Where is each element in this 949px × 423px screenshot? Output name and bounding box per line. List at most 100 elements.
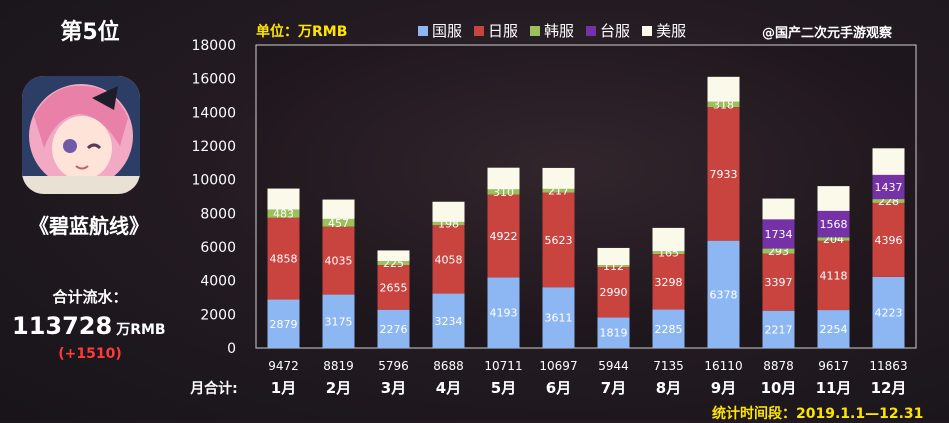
bar-segment-jp — [432, 225, 465, 294]
bar-segment-jp — [322, 226, 355, 295]
data-label-tw: 1568 — [820, 218, 848, 231]
monthly-total-value: 9472 — [268, 359, 299, 373]
bar-segment-us — [707, 76, 740, 102]
bar-segment-us — [872, 148, 905, 175]
legend-item-jp: 日服 — [474, 20, 518, 41]
data-label-jp: 2990 — [600, 286, 628, 299]
game-title: 《碧蓝航线》 — [29, 214, 149, 238]
bar-segment-us — [817, 186, 850, 211]
bar-segment-us — [322, 199, 355, 219]
x-tick-label: 3月 — [381, 379, 406, 397]
legend-swatch-tw — [586, 25, 597, 36]
data-label-kr: 457 — [328, 217, 349, 230]
data-label-cn: 1819 — [600, 327, 628, 340]
bar-segment-jp — [652, 254, 685, 310]
bar-segment-cn — [817, 310, 850, 348]
total-revenue-label: 合计流水： — [52, 288, 128, 306]
data-label-jp: 4396 — [875, 234, 903, 247]
legend-item-cn: 国服 — [418, 20, 462, 41]
bar-segment-cn — [652, 309, 685, 348]
data-label-jp: 4035 — [325, 255, 353, 268]
bar-segment-jp — [762, 253, 795, 311]
bar-segment-kr — [817, 237, 850, 241]
legend-swatch-us — [642, 25, 653, 36]
bar-segment-cn — [762, 310, 795, 348]
total-revenue: 113728 万RMB — [12, 312, 182, 340]
data-label-cn: 2285 — [655, 323, 683, 336]
y-tick-label: 8000 — [200, 206, 236, 222]
monthly-total-label: 月合计: — [189, 380, 238, 397]
bar-segment-us — [652, 227, 685, 252]
data-label-cn: 3611 — [545, 312, 573, 325]
bar-segment-cn — [707, 240, 740, 348]
data-label-jp: 3298 — [655, 276, 683, 289]
bar-segment-us — [267, 188, 300, 210]
unit-note: 单位：万RMB — [256, 24, 348, 40]
data-label-jp: 7933 — [710, 168, 738, 181]
legend-label-tw: 台服 — [600, 22, 631, 40]
x-tick-label: 1月 — [271, 379, 296, 397]
monthly-total-value: 10697 — [539, 359, 577, 373]
legend-swatch-cn — [418, 25, 428, 36]
bar-segment-kr — [707, 101, 740, 108]
data-label-jp: 4858 — [270, 253, 298, 266]
data-label-jp: 3397 — [765, 276, 793, 289]
y-tick-label: 0 — [227, 341, 236, 357]
bar-segment-kr — [267, 209, 300, 218]
monthly-total-value: 8819 — [323, 359, 354, 373]
x-tick-label: 10月 — [761, 379, 797, 397]
data-label-cn: 6378 — [710, 288, 738, 301]
data-label-cn: 3175 — [325, 315, 353, 328]
plot-frame — [255, 44, 917, 349]
x-tick-label: 12月 — [871, 379, 907, 397]
bar-segment-kr — [872, 199, 905, 203]
bar-segment-cn — [487, 277, 520, 348]
bar-segment-us — [542, 167, 575, 189]
bar-segment-tw — [817, 210, 850, 238]
x-tick-label: 9月 — [711, 379, 736, 397]
legend-label-kr: 韩服 — [544, 22, 575, 40]
y-tick-label: 4000 — [200, 274, 236, 290]
y-tick-label: 10000 — [191, 173, 236, 189]
data-label-cn: 4223 — [875, 306, 903, 319]
data-label-kr: 483 — [273, 208, 294, 221]
monthly-total-value: 5796 — [378, 359, 409, 373]
bar-segment-cn — [322, 294, 355, 348]
data-label-jp: 5623 — [545, 234, 573, 247]
bar-segment-kr — [762, 248, 795, 254]
data-label-jp: 4058 — [435, 253, 463, 266]
bar-segment-us — [432, 201, 465, 222]
bar-segment-cn — [872, 276, 905, 348]
data-label-cn: 2217 — [765, 323, 793, 336]
legend-item-kr: 韩服 — [530, 20, 574, 41]
y-tick-label: 16000 — [191, 72, 236, 88]
total-revenue-unit: 万RMB — [116, 322, 166, 338]
data-label-tw: 1734 — [765, 228, 793, 241]
legend-item-tw: 台服 — [586, 20, 630, 41]
bar-segment-jp — [817, 240, 850, 311]
bar-segment-cn — [377, 309, 410, 348]
monthly-total-value: 10711 — [484, 359, 522, 373]
x-tick-label: 11月 — [816, 379, 852, 397]
monthly-total-value: 7135 — [653, 359, 684, 373]
bar-segment-kr — [322, 218, 355, 227]
monthly-total-value: 5944 — [598, 359, 629, 373]
monthly-total-value: 11863 — [869, 359, 907, 373]
y-tick-label: 14000 — [191, 105, 236, 121]
bar-segment-us — [377, 250, 410, 262]
bar-segment-tw — [872, 174, 905, 200]
bar-segment-kr — [487, 189, 520, 195]
game-app-icon — [22, 76, 140, 194]
monthly-total-value: 8688 — [433, 359, 464, 373]
bar-segment-kr — [432, 221, 465, 226]
legend-swatch-jp — [474, 25, 485, 36]
bar-segment-kr — [377, 261, 410, 265]
chart-legend: 国服 日服 韩服 台服 美服 — [418, 20, 686, 41]
bar-segment-us — [487, 167, 520, 190]
y-tick-label: 18000 — [191, 38, 236, 54]
bar-segment-jp — [377, 264, 410, 310]
monthly-total-value: 8878 — [763, 359, 794, 373]
legend-label-jp: 日服 — [488, 22, 519, 40]
monthly-total-value: 16110 — [704, 359, 742, 373]
bar-segment-cn — [542, 287, 575, 348]
